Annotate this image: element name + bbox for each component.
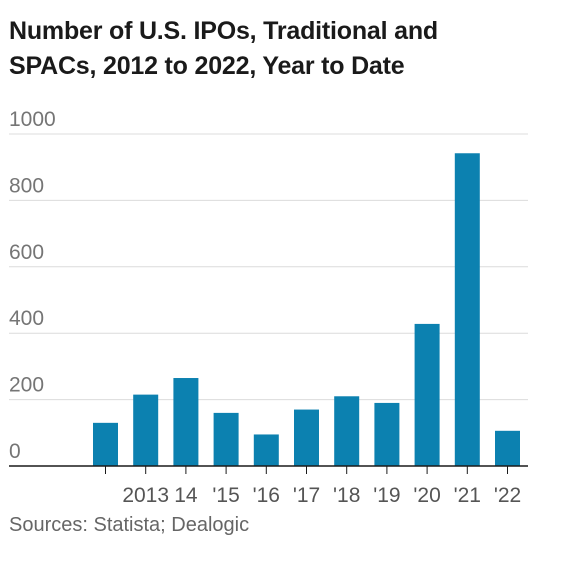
chart-title: Number of U.S. IPOs, Traditional and SPA… [9, 14, 549, 84]
bars [93, 153, 520, 467]
bar-7 [374, 402, 400, 466]
x-tick-label-4: '16 [253, 484, 280, 507]
chart-title-line-1: Number of U.S. IPOs, Traditional and [9, 17, 438, 45]
y-tick-label-0: 0 [9, 440, 21, 463]
x-tick-label-1: 2013 [122, 484, 169, 507]
bar-8 [414, 323, 440, 466]
bar-1 [133, 394, 159, 466]
x-tick-label-6: '18 [333, 484, 360, 507]
bar-chart: 0 200 400 600 800 1000 2013 14 '15 '16 '17 '18 '19 '… [9, 108, 528, 507]
bar-2 [173, 378, 199, 466]
y-tick-label-600: 600 [9, 241, 44, 264]
source-note: Sources: Statista; Dealogic [9, 514, 250, 536]
bar-9 [454, 153, 480, 467]
bar-10 [495, 430, 520, 466]
bar-3 [213, 412, 239, 466]
x-tick-label-7: '19 [373, 484, 400, 507]
x-tick-label-3: '15 [212, 484, 239, 507]
x-tick-label-9: '21 [454, 484, 481, 507]
y-axis-tick-labels: 0 200 400 600 800 1000 [9, 108, 56, 463]
x-tick-label-2: 14 [174, 484, 198, 507]
y-tick-label-200: 200 [9, 374, 44, 397]
x-axis-tick-labels: 2013 14 '15 '16 '17 '18 '19 '20 '21 '22 [122, 484, 521, 507]
x-tick-label-10: '22 [494, 484, 521, 507]
bar-0 [93, 422, 118, 466]
bar-6 [334, 396, 360, 466]
y-tick-label-400: 400 [9, 307, 44, 330]
y-tick-label-800: 800 [9, 174, 44, 197]
bar-5 [294, 409, 319, 466]
gridlines [9, 133, 528, 401]
chart-title-line-2: SPACs, 2012 to 2022, Year to Date [9, 52, 405, 80]
bar-4 [253, 434, 279, 466]
x-tick-label-5: '17 [293, 484, 320, 507]
x-axis [9, 465, 528, 474]
x-tick-label-8: '20 [413, 484, 440, 507]
y-tick-label-1000: 1000 [9, 108, 56, 131]
